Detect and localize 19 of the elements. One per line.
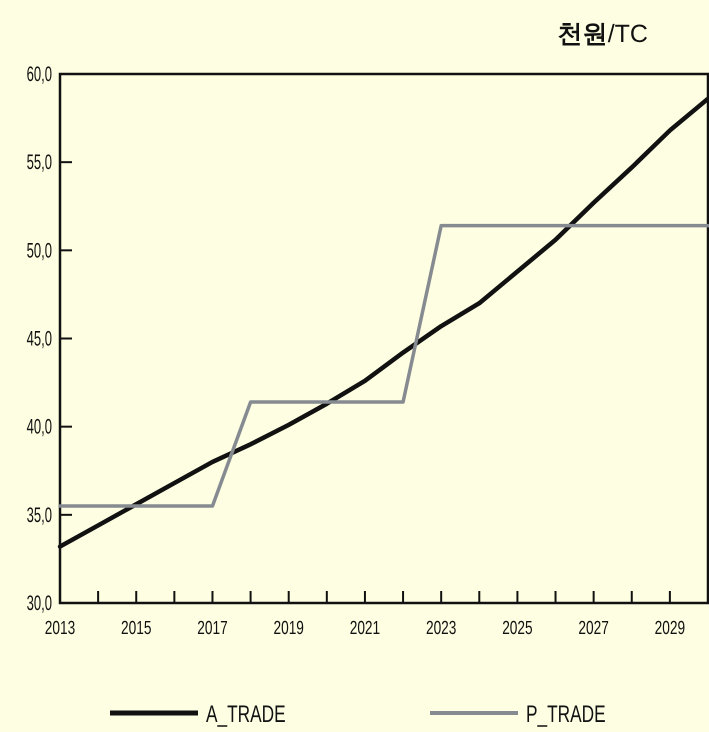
x-tick-label: 2027 bbox=[578, 616, 609, 639]
y-tick-label: 35,0 bbox=[26, 502, 52, 527]
x-tick-label: 2023 bbox=[426, 616, 456, 639]
y-tick-label: 40,0 bbox=[26, 414, 52, 438]
y-axis-title: 천원/TC bbox=[558, 20, 648, 48]
y-tick-label: 50,0 bbox=[26, 238, 52, 262]
legend-label: A_TRADE bbox=[206, 701, 286, 728]
legend-label: P_TRADE bbox=[526, 701, 606, 728]
x-tick-label: 2015 bbox=[121, 616, 152, 639]
x-tick-label: 2017 bbox=[197, 616, 228, 639]
x-tick-label: 2013 bbox=[44, 616, 76, 639]
x-tick-label: 2025 bbox=[502, 616, 533, 639]
y-tick-label: 45,0 bbox=[26, 326, 52, 350]
x-tick-label: 2021 bbox=[350, 616, 380, 639]
y-tick-label: 30,0 bbox=[26, 590, 52, 615]
x-tick-label: 2019 bbox=[273, 616, 304, 639]
y-tick-label: 60,0 bbox=[26, 62, 52, 86]
y-tick-label: 55,0 bbox=[26, 150, 52, 174]
x-tick-label: 2029 bbox=[654, 616, 686, 639]
